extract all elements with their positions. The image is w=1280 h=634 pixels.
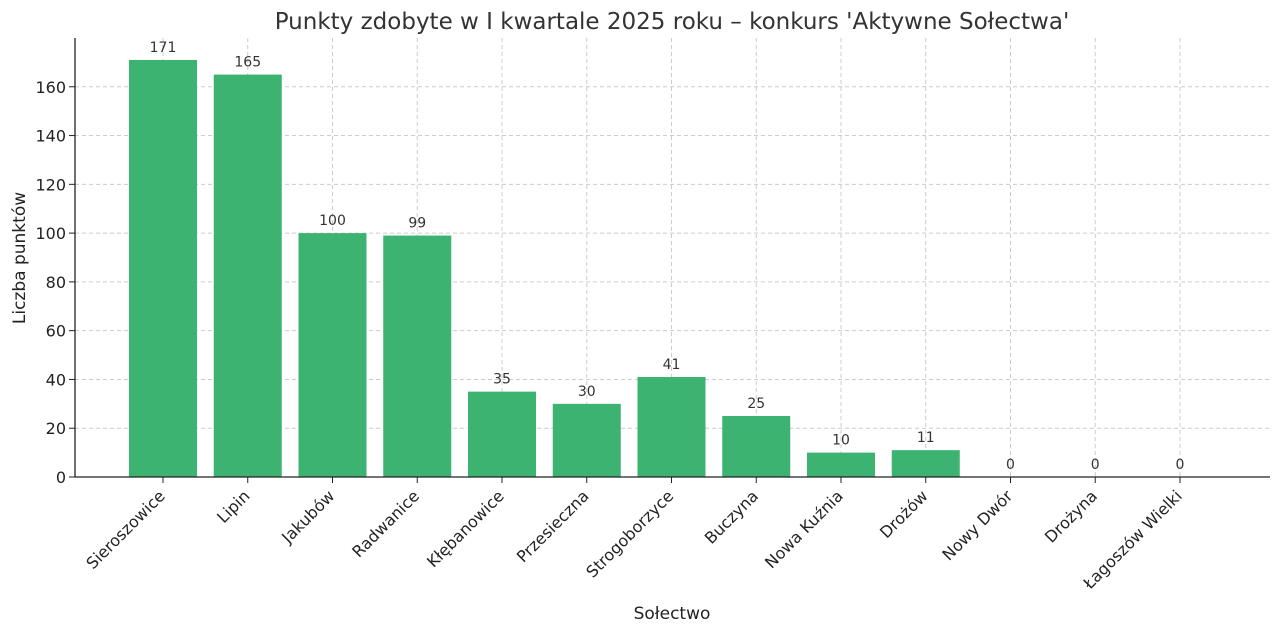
data-label: 35 <box>493 372 511 388</box>
x-tick-label: Nowy Dwór <box>938 486 1016 564</box>
y-tick-label: 120 <box>35 175 66 194</box>
x-tick-label: Radwanice <box>348 486 423 561</box>
bar <box>552 403 621 477</box>
bar <box>722 416 791 477</box>
y-tick-label: 140 <box>35 127 66 146</box>
x-axis-label: Sołectwo <box>634 604 711 624</box>
data-label: 10 <box>832 433 850 449</box>
x-tick-label: Sieroszowice <box>82 486 168 572</box>
bar <box>807 452 875 477</box>
bar <box>213 74 282 477</box>
x-tick-label: Jakubów <box>277 486 338 547</box>
data-label: 165 <box>234 55 261 71</box>
y-tick-label: 0 <box>56 468 66 487</box>
bar <box>637 377 706 477</box>
bar <box>383 235 452 477</box>
y-tick-label: 20 <box>46 419 66 438</box>
data-label: 99 <box>408 216 426 232</box>
x-tick-label: Kłębanowice <box>423 486 508 571</box>
data-label: 171 <box>150 40 177 56</box>
axes <box>69 38 1270 483</box>
data-label: 0 <box>1006 457 1015 473</box>
x-tick-label: Drożów <box>876 486 932 542</box>
y-tick-label: 80 <box>46 273 66 292</box>
data-label: 0 <box>1091 457 1100 473</box>
y-tick-label: 40 <box>46 370 66 389</box>
x-tick-label: Lipin <box>213 486 253 526</box>
x-tick-label: Przesieczna <box>513 486 593 566</box>
data-label: 30 <box>578 384 596 400</box>
bar <box>468 391 536 477</box>
y-tick-label: 100 <box>35 224 66 243</box>
data-label: 11 <box>917 430 935 446</box>
y-tick-label: 160 <box>35 78 66 97</box>
data-label: 25 <box>747 396 765 412</box>
chart-title: Punkty zdobyte w I kwartale 2025 roku – … <box>275 9 1070 35</box>
bars <box>129 59 960 477</box>
x-tick-label: Nowa Kuźnia <box>761 486 847 572</box>
x-tick-label: Buczyna <box>701 486 762 547</box>
y-axis-label: Liczba punktów <box>10 192 30 324</box>
data-label: 100 <box>319 213 346 229</box>
labels: 020406080100120140160171Sieroszowice165L… <box>35 40 1185 593</box>
bar <box>891 450 960 477</box>
x-tick-label: Drożyna <box>1041 486 1101 546</box>
data-label: 0 <box>1176 457 1185 473</box>
y-tick-label: 60 <box>46 322 66 341</box>
bar <box>298 233 367 477</box>
x-tick-label: Strogoborzyce <box>582 486 677 581</box>
bar <box>129 59 197 477</box>
data-label: 41 <box>663 357 681 373</box>
